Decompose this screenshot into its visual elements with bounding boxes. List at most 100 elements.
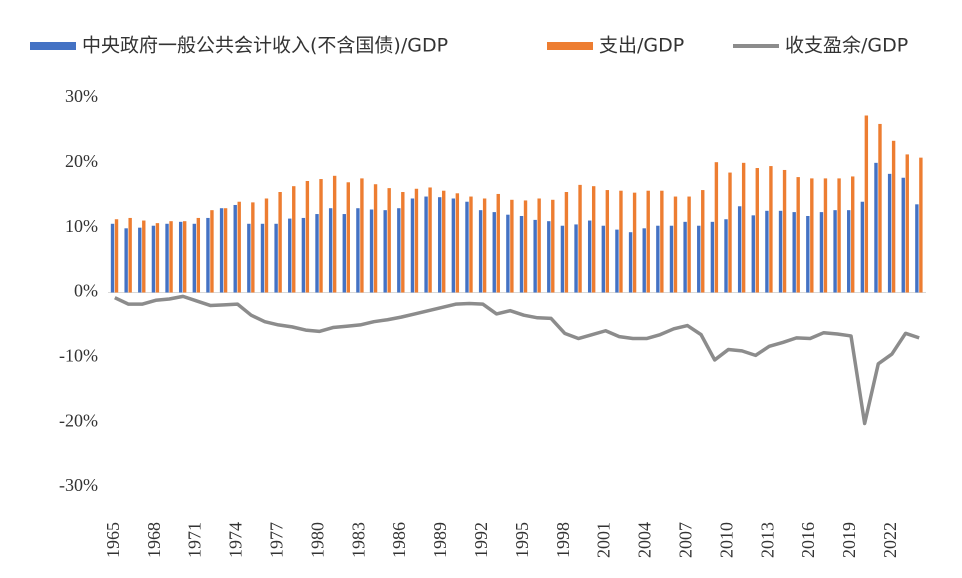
y-tick-label: 0% [74, 281, 98, 301]
bar [206, 217, 210, 293]
bar [192, 223, 197, 293]
legend-swatch [30, 42, 76, 50]
y-tick-label: 20% [65, 151, 98, 171]
bar [319, 179, 323, 293]
bar [851, 176, 855, 293]
x-tick-label: 2004 [635, 522, 655, 558]
bar [551, 199, 555, 293]
bar [919, 157, 923, 293]
bar [547, 221, 551, 293]
bar [628, 232, 633, 293]
bar [646, 190, 650, 293]
bar [414, 188, 419, 293]
bar [233, 204, 237, 293]
bar [714, 162, 719, 293]
bar [424, 196, 428, 293]
bar [765, 210, 769, 293]
bar [687, 196, 691, 293]
bar [632, 192, 637, 293]
bar [833, 210, 837, 293]
bar [615, 229, 619, 293]
bar [587, 220, 592, 293]
bar [778, 210, 783, 293]
bar [360, 178, 364, 293]
x-tick-label: 1986 [389, 522, 409, 558]
x-tick-label: 1971 [185, 522, 205, 558]
bar [451, 198, 456, 293]
bar [578, 184, 582, 293]
bar [605, 190, 610, 293]
bar [591, 186, 596, 293]
y-tick-label: 10% [65, 216, 98, 236]
bar [247, 223, 251, 293]
bar [124, 228, 128, 293]
bar [155, 223, 160, 293]
bar [264, 198, 269, 293]
bar [673, 196, 678, 293]
bar [315, 214, 319, 293]
bar [819, 212, 824, 293]
x-tick-label: 2022 [880, 522, 900, 558]
bar [301, 217, 306, 293]
bar [356, 208, 360, 293]
bar [837, 178, 841, 293]
bar [823, 178, 828, 293]
bar [619, 190, 623, 293]
x-tick-label: 2013 [757, 522, 777, 558]
bar [274, 223, 278, 293]
x-tick-label: 1977 [267, 522, 287, 558]
bar [182, 221, 187, 293]
bar [755, 168, 759, 293]
line [114, 294, 920, 426]
bar [878, 123, 882, 293]
bar [482, 198, 487, 293]
bar [114, 219, 119, 293]
bar [737, 206, 742, 293]
bar [305, 180, 310, 293]
bar [728, 172, 732, 293]
bar [401, 192, 405, 293]
bar [915, 204, 919, 293]
x-tick-label: 1965 [103, 522, 123, 558]
bar [864, 115, 869, 293]
y-tick-label: -20% [59, 410, 98, 430]
y-tick-label: -10% [59, 345, 98, 365]
bar [237, 201, 241, 293]
x-tick-label: 2010 [716, 522, 736, 558]
bar [151, 225, 156, 293]
legend-label: 收支盈余/GDP [785, 35, 908, 57]
bar [751, 215, 755, 293]
bar [782, 169, 787, 293]
y-tick-label: 30% [65, 86, 98, 106]
bar [346, 182, 350, 293]
bar [533, 219, 537, 293]
bar [724, 219, 728, 293]
bar [292, 186, 296, 293]
x-tick-label: 1989 [430, 522, 450, 558]
legend-label: 中央政府一般公共会计收入(不含国债)/GDP [82, 35, 448, 57]
y-tick-label: -30% [59, 475, 98, 495]
bar [387, 188, 391, 293]
bar [438, 197, 442, 293]
bar [178, 221, 183, 293]
bar [874, 162, 878, 293]
bar [219, 208, 224, 293]
bar [642, 228, 646, 293]
bar [288, 218, 292, 293]
bar [901, 177, 905, 293]
bar [669, 225, 674, 293]
legend-label: 支出/GDP [599, 35, 684, 57]
bar [428, 187, 432, 293]
bar [506, 214, 510, 293]
bar [860, 201, 865, 293]
bar [537, 198, 541, 293]
bar [110, 223, 115, 293]
x-tick-label: 2016 [798, 522, 818, 558]
bar [196, 217, 201, 293]
bar [478, 210, 483, 293]
bar [373, 184, 378, 293]
bar [442, 190, 446, 293]
x-tick-label: 2001 [594, 522, 614, 558]
bar [660, 190, 664, 293]
